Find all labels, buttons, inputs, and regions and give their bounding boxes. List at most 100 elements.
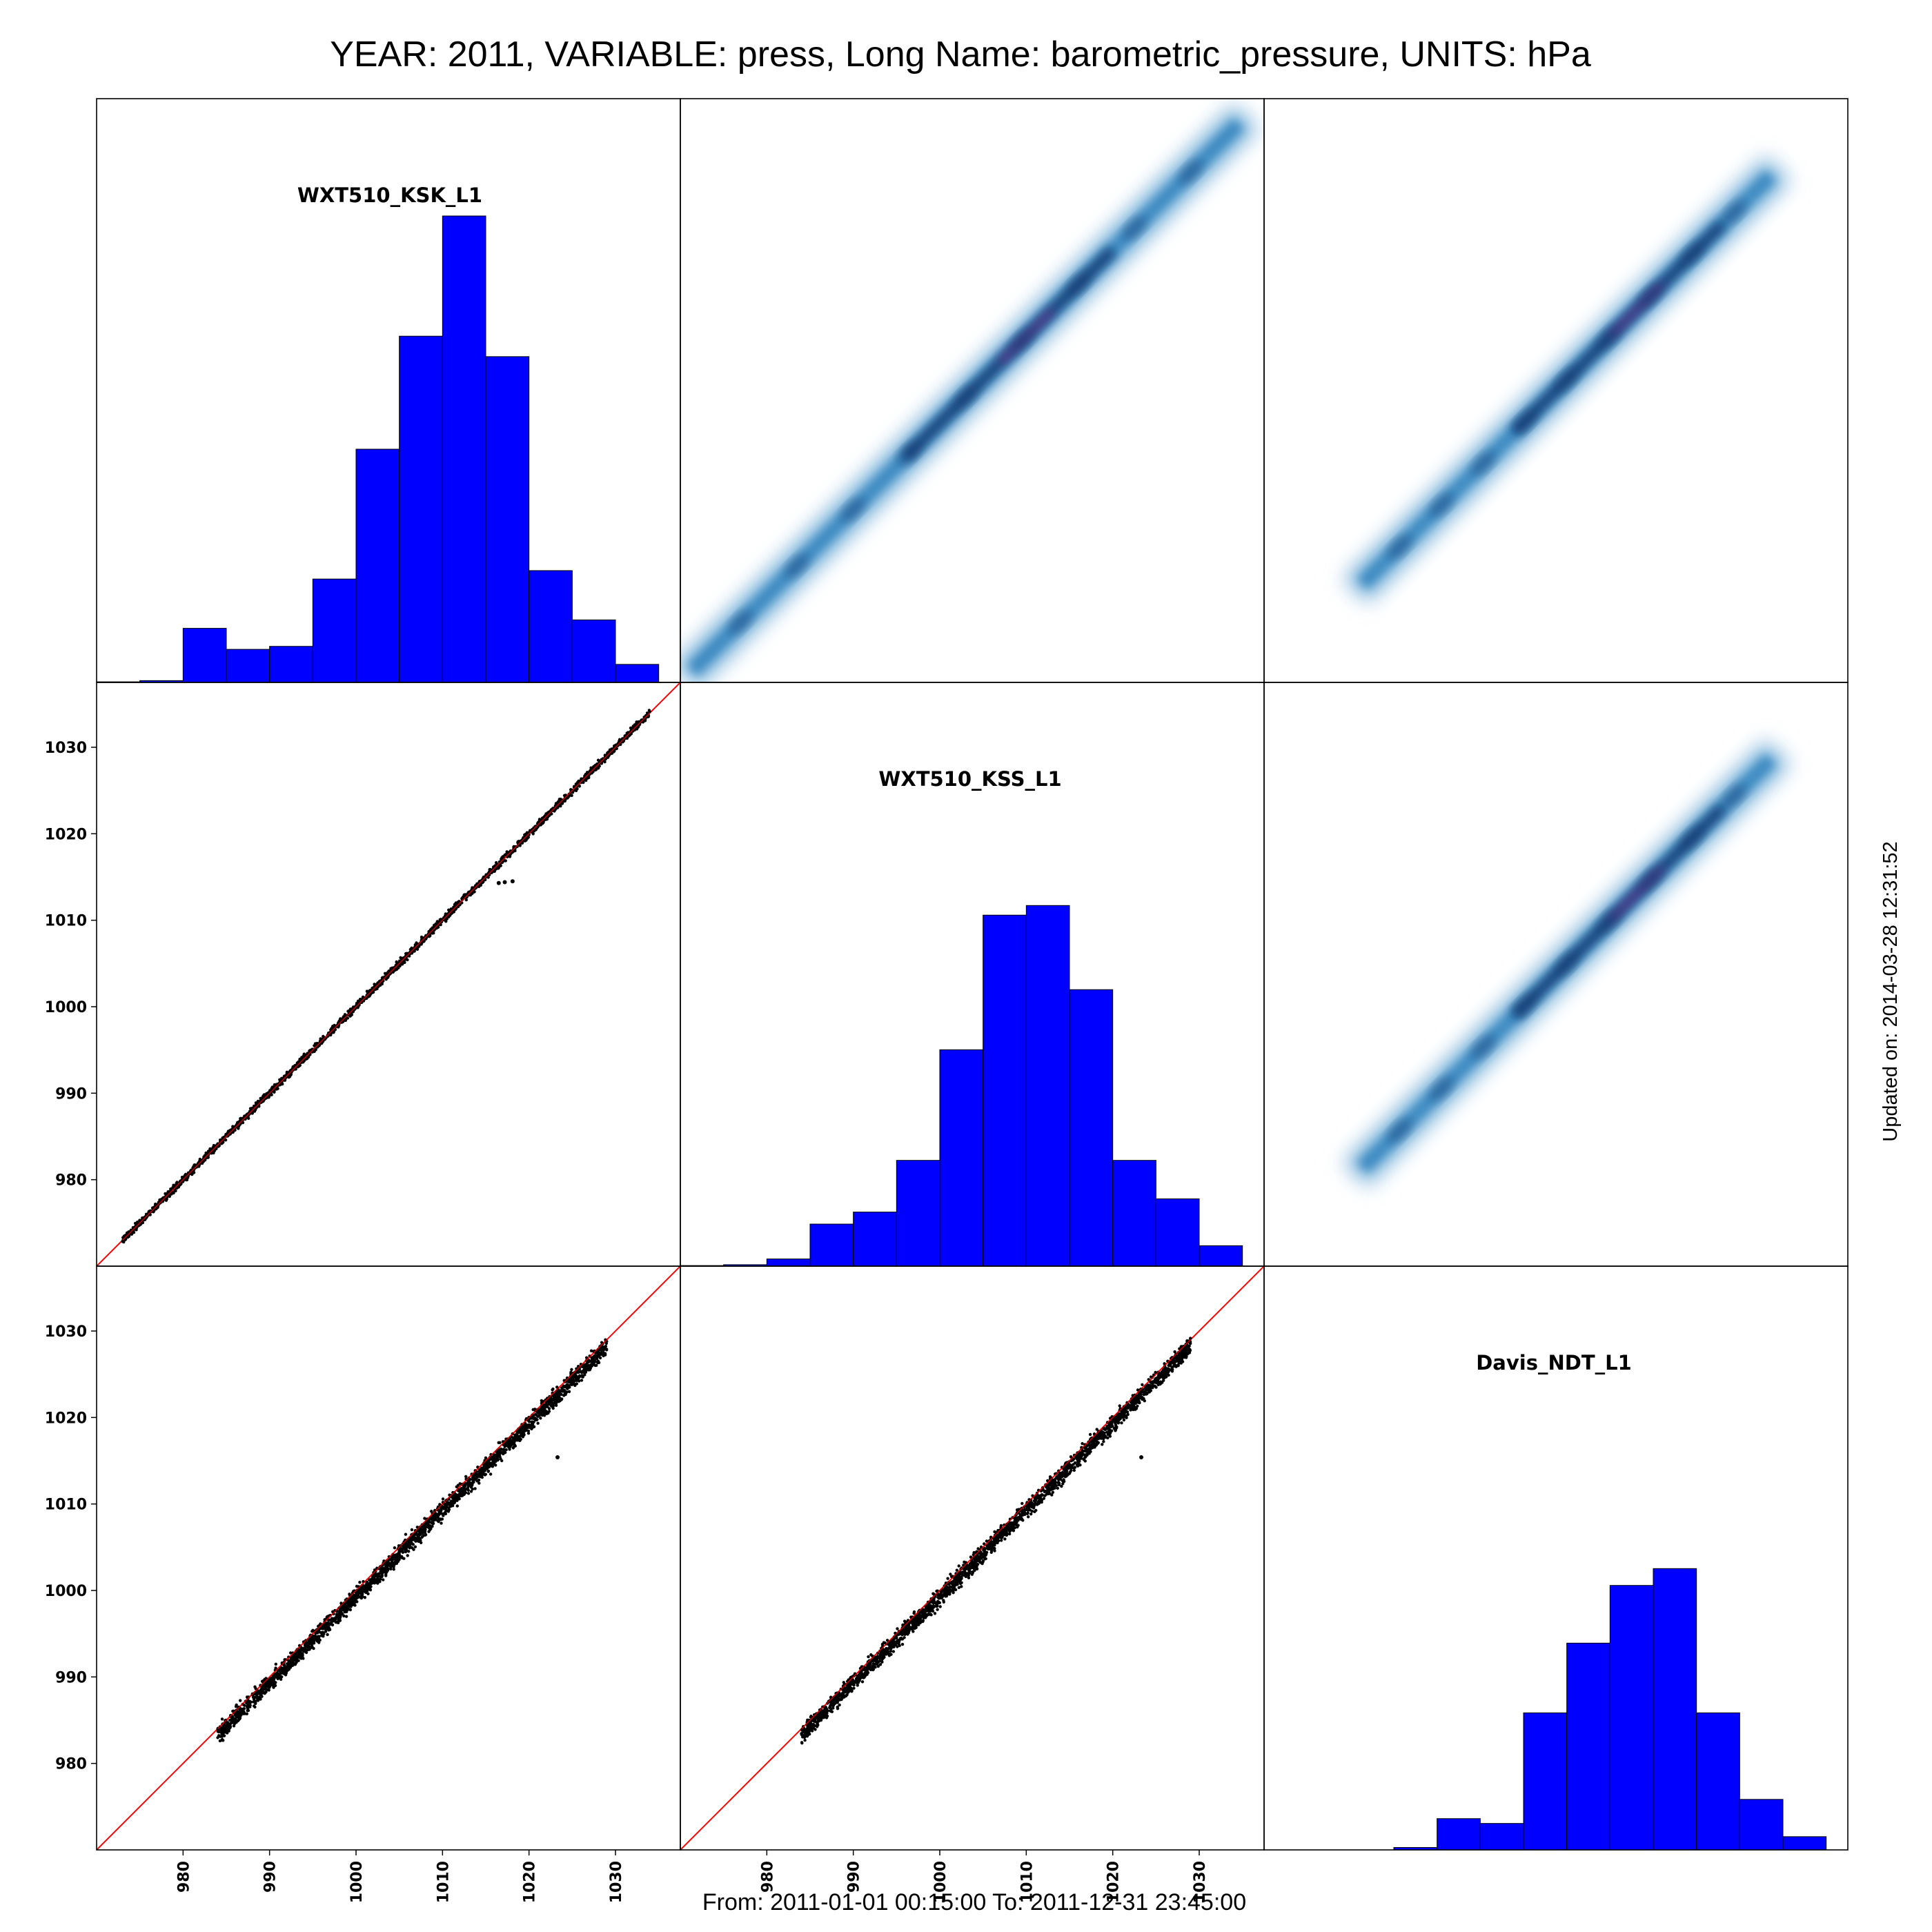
variable-label: Davis_NDT_L1 bbox=[1476, 1351, 1632, 1374]
x-tick-label: 980 bbox=[175, 1861, 193, 1893]
x-tick-label: 1030 bbox=[608, 1861, 625, 1903]
histogram-bar bbox=[1653, 1568, 1697, 1851]
y-tick-label: 980 bbox=[55, 1172, 87, 1190]
y-tick-label: 1010 bbox=[45, 913, 87, 930]
histogram-WXT510_KSK_L1: WXT510_KSK_L1 bbox=[96, 184, 660, 683]
outlier-point bbox=[510, 879, 515, 884]
x-tick-label: 1000 bbox=[932, 1861, 949, 1903]
histogram-bar bbox=[1069, 989, 1114, 1267]
histogram-bar bbox=[809, 1223, 854, 1267]
density-blob bbox=[1179, 159, 1203, 184]
histogram-bar bbox=[896, 1160, 940, 1267]
x-tick-label: 1000 bbox=[348, 1861, 366, 1903]
x-tick-label: 990 bbox=[262, 1861, 279, 1893]
y-tick-label: 1030 bbox=[45, 740, 87, 757]
y-tick-label: 1000 bbox=[45, 999, 87, 1016]
scatter-points bbox=[800, 1337, 1192, 1745]
y-tick-label: 1020 bbox=[45, 1410, 87, 1427]
variable-label: WXT510_KSK_L1 bbox=[297, 184, 482, 207]
variable-label: WXT510_KSS_L1 bbox=[878, 767, 1061, 791]
identity-line-overlay bbox=[217, 1339, 607, 1730]
histogram-bar bbox=[1609, 1585, 1654, 1851]
density-blob bbox=[1066, 272, 1091, 297]
density-blob bbox=[1429, 493, 1454, 518]
density-Davis_NDT_L1-vs-WXT510_KSS_L1 bbox=[1339, 736, 1794, 1191]
density-blob bbox=[1638, 284, 1663, 308]
y-tick-label: 990 bbox=[55, 1085, 87, 1103]
histogram-bar bbox=[1199, 1245, 1243, 1267]
histogram-bar bbox=[182, 628, 227, 683]
density-blob bbox=[1470, 451, 1496, 476]
density-blob bbox=[1679, 826, 1704, 851]
panel-frame bbox=[1263, 1265, 1849, 1851]
density-blob bbox=[1122, 215, 1147, 241]
histogram-Davis_NDT_L1: Davis_NDT_L1 bbox=[1393, 1351, 1827, 1851]
density-blob bbox=[1554, 951, 1579, 976]
histogram-bar bbox=[485, 356, 530, 683]
scatter-WXT510_KSK_L1-vs-Davis_NDT_L1 bbox=[97, 1266, 680, 1850]
density-blob bbox=[1679, 242, 1704, 267]
density-blob bbox=[1722, 200, 1746, 225]
density-blob bbox=[1722, 784, 1746, 809]
x-tick-label: 1010 bbox=[1018, 1861, 1036, 1903]
updated-timestamp: Updated on: 2014-03-28 12:31:52 bbox=[1880, 841, 1902, 1141]
identity-line-overlay bbox=[800, 1339, 1191, 1730]
histogram-bar bbox=[269, 646, 313, 683]
histogram-bar bbox=[1437, 1818, 1481, 1851]
histogram-bar bbox=[853, 1212, 897, 1267]
density-blob bbox=[1009, 328, 1034, 353]
y-tick-label: 1020 bbox=[45, 826, 87, 843]
density-WXT510_KSS_L1-vs-WXT510_KSK_L1 bbox=[680, 100, 1263, 682]
outlier-point bbox=[496, 880, 501, 885]
x-tick-label: 980 bbox=[759, 1861, 776, 1893]
density-blob bbox=[840, 497, 866, 522]
histogram-bar bbox=[226, 649, 270, 683]
density-blob bbox=[1470, 1034, 1496, 1060]
outlier-point bbox=[1139, 1455, 1144, 1459]
histogram-bar bbox=[1566, 1642, 1610, 1851]
density-blob bbox=[953, 384, 978, 410]
scatter-WXT510_KSS_L1-vs-Davis_NDT_L1 bbox=[680, 1266, 1264, 1850]
histogram-bar bbox=[983, 914, 1027, 1267]
x-tick-label: 1020 bbox=[1105, 1861, 1123, 1903]
x-tick-label: 1010 bbox=[435, 1861, 452, 1903]
x-tick-label: 990 bbox=[846, 1861, 863, 1893]
histogram-bar bbox=[615, 664, 660, 683]
y-tick-label: 980 bbox=[55, 1756, 87, 1773]
outlier-point bbox=[502, 880, 507, 885]
identity-line-overlay bbox=[122, 712, 651, 1241]
density-blob bbox=[1554, 367, 1579, 393]
histogram-bar bbox=[442, 215, 486, 683]
density-blob bbox=[1387, 534, 1412, 560]
density-blob bbox=[897, 441, 922, 466]
histogram-bar bbox=[312, 578, 357, 683]
scatter-WXT510_KSK_L1-vs-WXT510_KSS_L1 bbox=[97, 682, 680, 1266]
x-tick-label: 1020 bbox=[522, 1861, 539, 1903]
date-range-footer: From: 2011-01-01 00:15:00 To: 2011-12-31… bbox=[702, 1889, 1246, 1915]
histogram-bar bbox=[355, 448, 400, 683]
density-blob bbox=[1596, 326, 1621, 351]
histogram-bar bbox=[939, 1049, 984, 1267]
density-blob bbox=[1638, 867, 1663, 892]
density-blob bbox=[728, 610, 753, 635]
y-tick-label: 1000 bbox=[45, 1583, 87, 1600]
density-blob bbox=[1512, 409, 1537, 434]
scatter-points bbox=[216, 1338, 609, 1743]
histogram-bar bbox=[1155, 1198, 1200, 1267]
density-Davis_NDT_L1-vs-WXT510_KSK_L1 bbox=[1339, 152, 1794, 607]
histogram-bar bbox=[571, 619, 616, 683]
x-axis-ticks: 980 990 1000 1010 1020 1030 980 990 1000 1010 1020… bbox=[175, 1850, 1209, 1903]
density-blob bbox=[1596, 909, 1621, 934]
histogram-bar bbox=[1739, 1799, 1784, 1851]
histogram-WXT510_KSS_L1: WXT510_KSS_L1 bbox=[680, 767, 1243, 1267]
histogram-bar bbox=[1025, 905, 1070, 1267]
histogram-bar bbox=[529, 570, 573, 683]
outlier-point bbox=[555, 1455, 560, 1459]
density-blob bbox=[785, 553, 809, 578]
histogram-bar bbox=[1696, 1712, 1740, 1851]
y-tick-label: 1030 bbox=[45, 1323, 87, 1341]
histogram-bar bbox=[399, 335, 443, 683]
panels-layer: WXT510_KSK_L1 WXT510_KSS_L1 Davis_NDT_L1 bbox=[96, 98, 1849, 1851]
y-tick-label: 1010 bbox=[45, 1497, 87, 1514]
